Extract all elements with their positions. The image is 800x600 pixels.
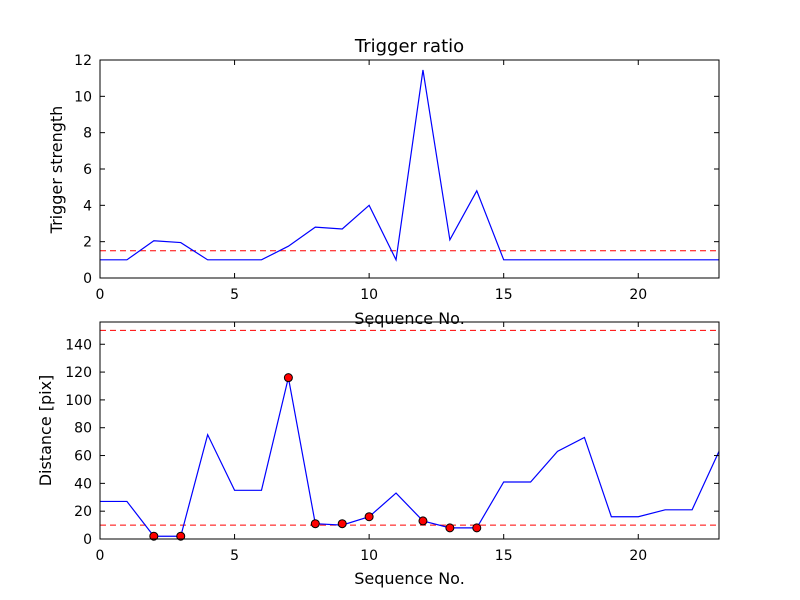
y-tick-label: 120: [65, 365, 92, 381]
y-tick-label: 0: [83, 532, 92, 548]
x-tick-label: 10: [360, 548, 378, 564]
x-tick-label: 15: [495, 287, 513, 303]
y-tick-label: 60: [74, 449, 92, 465]
x-tick-label: 20: [629, 548, 647, 564]
series-line: [100, 69, 719, 262]
y-tick-label: 6: [83, 162, 92, 178]
y-tick-label: 10: [74, 89, 92, 105]
y-axis-label: Trigger strength: [47, 106, 66, 235]
x-tick-label: 20: [629, 287, 647, 303]
y-tick-label: 100: [65, 393, 92, 409]
data-point-marker: [310, 519, 320, 529]
distance-chart: Sequence No. Distance [pix] 0 5 10 15 20 0 20 4…: [36, 321, 720, 588]
data-point-marker: [149, 531, 159, 541]
x-tick-label: 5: [230, 548, 239, 564]
y-tick-label: 2: [83, 235, 92, 251]
y-tick-label: 80: [74, 421, 92, 437]
data-point-marker: [176, 531, 186, 541]
x-axis-label: Sequence No.: [354, 569, 465, 588]
y-tick-label: 4: [83, 198, 92, 214]
x-tick-label: 0: [96, 287, 105, 303]
y-tick-label: 140: [65, 337, 92, 353]
y-tick-label: 12: [74, 53, 92, 69]
data-point-marker: [337, 519, 347, 529]
x-axis-label: Sequence No.: [354, 309, 465, 328]
x-tick-label: 15: [495, 548, 513, 564]
data-point-marker: [472, 523, 482, 533]
plot-frame: [99, 321, 720, 540]
x-tick-label: 10: [360, 287, 378, 303]
y-tick-label: 40: [74, 476, 92, 492]
data-point-marker: [418, 516, 428, 526]
trigger-ratio-chart: Trigger ratio Sequence No. Trigger stren…: [47, 36, 720, 328]
y-tick-label: 8: [83, 126, 92, 142]
y-tick-label: 0: [83, 271, 92, 287]
x-tick-label: 5: [230, 287, 239, 303]
data-point-marker: [283, 373, 293, 383]
chart-title: Trigger ratio: [354, 36, 464, 57]
y-tick-label: 20: [74, 504, 92, 520]
series-line: [100, 377, 720, 537]
data-point-marker: [445, 523, 455, 533]
x-tick-label: 0: [96, 548, 105, 564]
y-axis-label: Distance [pix]: [36, 375, 55, 487]
data-point-marker: [364, 512, 374, 522]
